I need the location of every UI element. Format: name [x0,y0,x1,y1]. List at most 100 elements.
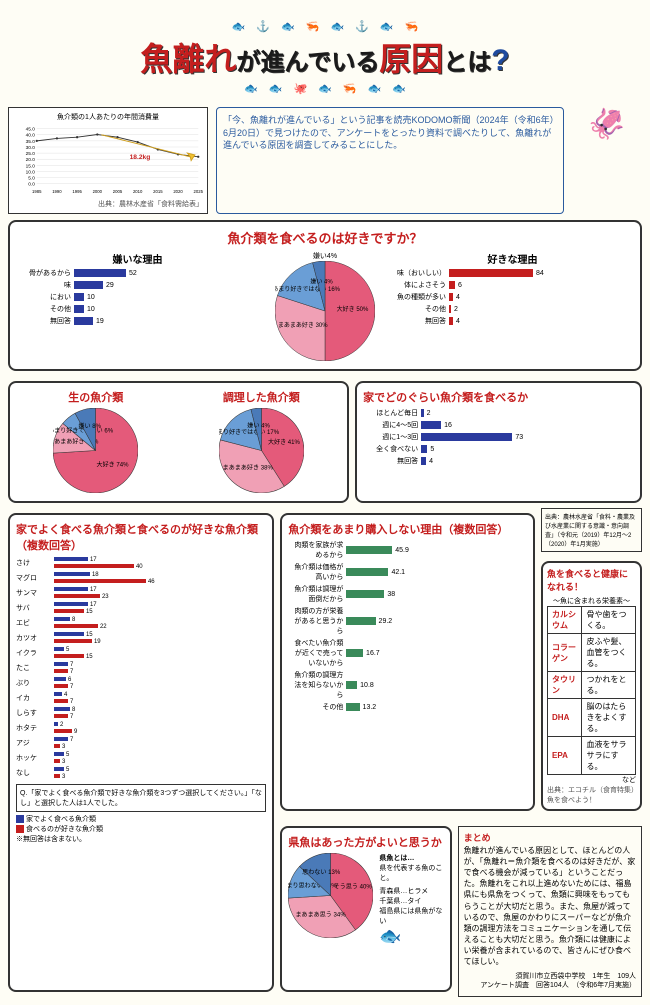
svg-text:45.0: 45.0 [26,127,36,133]
hbar-row: その他2 [391,304,634,314]
raw-title: 生の魚介類 [16,389,176,405]
double-bar-row: エビ 8 22 [16,616,266,630]
svg-text:5.0: 5.0 [28,176,35,182]
svg-text:1995: 1995 [72,189,82,194]
fav-title: 家でよく食べる魚介類と食べるのが好きな魚介類（複数回答） [16,521,266,553]
section-raw-cooked: 生の魚介類 大好き 74%まあまあ好き 12%あまり好きではない 6%嫌い 8%… [8,381,349,503]
svg-text:嫌い 8%: 嫌い 8% [79,422,102,430]
hbar-row: 魚介類の調理方法を知らないから10.8 [288,670,527,700]
legend-red: 食べるのが好きな魚介類 [26,826,103,833]
pref-side-text: 県を代表する魚のこと。 [379,863,443,883]
hbar-row: 全く食べない5 [363,444,634,454]
dislike-title: 嫌いな理由 [16,251,259,266]
svg-text:10.0: 10.0 [26,169,36,175]
dislike-4pct: 嫌い4% [265,251,385,261]
summary-text: 魚離れが進んでいる原因として、ほとんどの人が、「魚離れ＝魚介類を食べるのは好きだ… [464,845,636,968]
svg-text:2000: 2000 [93,189,103,194]
svg-text:25.0: 25.0 [26,151,36,157]
double-bar-row: しらす 8 7 [16,706,266,720]
center-pie-box: 嫌い4% 大好き 50% まあまあ好き 30% あまり好きではない 16%嫌い 4% [265,251,385,363]
double-bar-row: サバ 17 15 [16,601,266,615]
dislike-reasons: 嫌いな理由 骨があるから52味29におい10その他10無回答19 [16,251,259,363]
svg-text:18.2kg: 18.2kg [130,154,151,161]
pref-title: 県魚はあった方がよいと思うか [288,834,443,850]
double-bar-row: ぶり 6 7 [16,676,266,690]
double-bar-row: アジ 7 3 [16,736,266,750]
section-not-buy: 魚介類をあまり購入しない理由（複数回答） 肉類を家族が求めるから45.9魚介類は… [280,513,535,811]
hbar-row: 魚介類は価格が高いから42.1 [288,562,527,582]
notbuy-title: 魚介類をあまり購入しない理由（複数回答） [288,521,527,537]
svg-text:2015: 2015 [153,189,163,194]
section-like-fish: 魚介類を食べるのは好きですか？ 嫌いな理由 骨があるから52味29におい10その… [8,220,642,371]
pref-side-title: 県魚とは… [379,853,443,863]
title-p3: 原因 [379,41,443,77]
footer: 須賀川市立西袋中学校 1年生 109人 アンケート調査 回答104人 （令和6年… [464,972,636,992]
hbar-row: 肉類を家族が求めるから45.9 [288,540,527,560]
legend-blue-sq [16,815,24,823]
hbar-row: 無回答4 [391,316,634,326]
sec1-title: 魚介類を食べるのは好きですか？ [16,228,634,247]
hbar-row: 無回答4 [363,456,634,466]
line-chart-source: 出典：農林水産省「食料需給表」 [13,199,203,209]
svg-text:40.0: 40.0 [26,133,36,139]
summary-box: まとめ 魚離れが進んでいる原因として、ほとんどの人が、「魚離れ＝魚介類を食べるの… [458,826,642,997]
title-p2: が進んでいる [236,49,379,76]
intro-row: 魚介類の1人あたりの年間消費量 0.05.010.015.020.025.030… [8,107,642,214]
svg-text:2025: 2025 [194,189,204,194]
legend-blue: 家でよく食べる魚介類 [26,816,96,823]
double-bar-row: さけ 17 40 [16,556,266,570]
title-p1: 魚離れ [140,41,236,77]
fish-decor: 🐟 ⚓ 🐟 🦐 🐟 ⚓ 🐟 🦐 [232,21,419,33]
hbar-row: 骨があるから52 [16,268,259,278]
nutr-etc: など [547,775,636,785]
section-frequency: 家でどのぐらい魚介類を食べるか ほとんど毎日2 週に4～5回16 週に1～3回73 全… [355,381,642,503]
svg-text:30.0: 30.0 [26,145,36,151]
line-chart-box: 魚介類の1人あたりの年間消費量 0.05.010.015.020.025.030… [8,107,208,214]
nutr-sub: 〜魚に含まれる栄養素〜 [547,596,636,606]
svg-text:思わない 13%: 思わない 13% [303,869,342,876]
hbar-row: 魚の種類が多い4 [391,292,634,302]
double-bar-row: ホタテ 2 9 [16,721,266,735]
svg-text:まあまあ思う 34%: まあまあ思う 34% [296,912,347,919]
notbuy-source: 出典：農林水産省「食料・農業及び水産業に関する意識・意向調査」（令和元（2019… [541,508,642,552]
double-bar-row: イクラ 5 15 [16,646,266,660]
double-bar-row: たこ 7 7 [16,661,266,675]
svg-text:2005: 2005 [113,189,123,194]
svg-text:1985: 1985 [32,189,42,194]
hbar-row: 体によさそう6 [391,280,634,290]
hbar-row: 無回答19 [16,316,259,326]
main-title: 魚離れが進んでいる原因とは? [8,34,642,80]
nutr-source: 出典：エコチル（食育特集）魚を食べよう！ [547,785,636,805]
double-bar-row: イカ 4 7 [16,691,266,705]
nutr-table: カルシウム骨や歯をつくる。コラーゲン皮ふや髪、血管をつくる。タウリンつかれをとる… [547,606,636,775]
svg-text:大好き 50%: 大好き 50% [337,305,369,313]
freq-title: 家でどのぐらい魚介類を食べるか [363,389,634,405]
double-bar-row: ホッケ 5 3 [16,751,266,765]
double-bar-row: マグロ 18 46 [16,571,266,585]
svg-text:あまり好きではない 16%: あまり好きではない 16% [275,285,341,293]
title-q: ? [491,44,509,77]
fish-icon: 🐟 [379,926,443,947]
hbar-row: その他10 [16,304,259,314]
hbar-row: におい10 [16,292,259,302]
intro-text: 「今、魚離れが進んでいる」という記事を読売KODOMO新聞（2024年（令和6年… [216,107,564,214]
svg-text:大好き 74%: 大好き 74% [97,461,130,469]
svg-text:まあまあ好き 30%: まあまあ好き 30% [278,321,328,329]
hbar-row: ほとんど毎日2 [363,408,634,418]
hbar-row: 食べたい魚介類が近くで売っていないから16.7 [288,638,527,668]
summary-title: まとめ [464,832,636,845]
nutr-row: タウリンつかれをとる。 [548,672,636,699]
hbar-row: 週に1～3回73 [363,432,634,442]
double-bar-row: カツオ 15 19 [16,631,266,645]
svg-text:2020: 2020 [173,189,183,194]
like-title: 好きな理由 [391,251,634,266]
nutr-row: コラーゲン皮ふや髪、血管をつくる。 [548,634,636,672]
nutr-title: 魚を食べると健康になれる！ [547,567,636,593]
svg-text:そう思う 40%: そう思う 40% [334,883,373,890]
svg-text:20.0: 20.0 [26,157,36,163]
nutr-row: EPA血液をサラサラにする。 [548,737,636,775]
title-p4: とは [443,49,491,76]
svg-text:嫌い 4%: 嫌い 4% [310,278,333,286]
hbar-row: 週に4～5回16 [363,420,634,430]
cooked-title: 調理した魚介類 [182,389,342,405]
